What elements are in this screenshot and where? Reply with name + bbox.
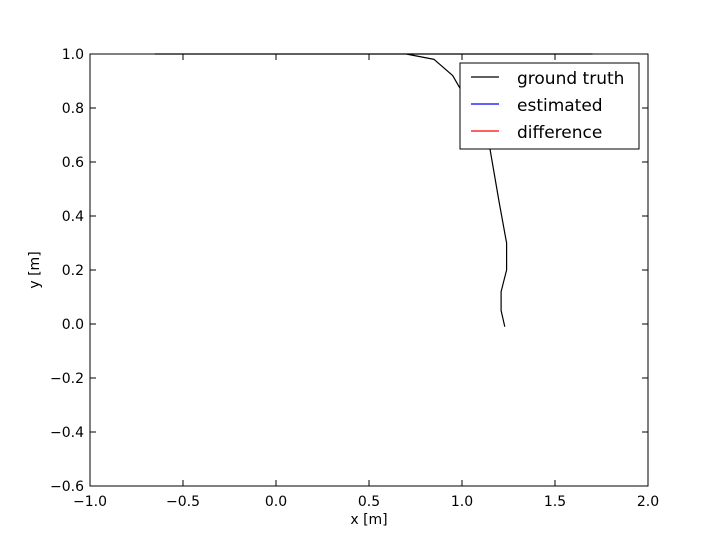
y-tick-label: 0.4 [62, 209, 84, 225]
x-tick-label: 0.5 [358, 494, 380, 510]
x-axis-label: x [m] [350, 512, 387, 528]
y-tick-label: 0.2 [62, 263, 84, 279]
y-tick-label: −0.2 [50, 371, 84, 387]
x-tick-label: 0.0 [265, 494, 287, 510]
y-tick-label: 1.0 [62, 47, 84, 63]
axis-ticks: −1.0 −0.5 0.0 0.5 1.0 1.5 2.0 −0.6 −0.4 −0.2 0.0 0.… [50, 47, 659, 510]
x-tick-label: 1.5 [544, 494, 566, 510]
y-tick-label: 0.0 [62, 317, 84, 333]
x-tick-label: 2.0 [637, 494, 659, 510]
y-tick-label: 0.8 [62, 101, 84, 117]
y-tick-label: 0.6 [62, 155, 84, 171]
x-tick-label: −1.0 [73, 494, 107, 510]
x-tick-label: 1.0 [451, 494, 473, 510]
y-axis-label: y [m] [27, 251, 43, 288]
y-tick-label: −0.4 [50, 425, 84, 441]
legend-label-ground-truth: ground truth [517, 69, 624, 89]
legend: ground truth estimated difference [459, 62, 640, 150]
legend-label-difference: difference [517, 123, 602, 143]
y-tick-label: −0.6 [50, 479, 84, 495]
legend-label-estimated: estimated [517, 96, 603, 116]
x-tick-label: −0.5 [166, 494, 200, 510]
